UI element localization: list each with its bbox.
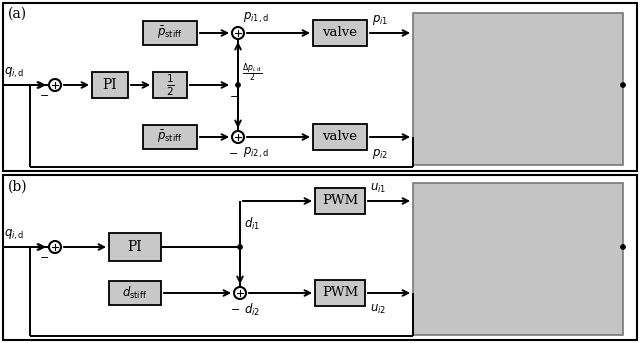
Text: $p_{i2,\mathrm{d}}$: $p_{i2,\mathrm{d}}$	[243, 146, 269, 160]
Text: $\frac{1}{2}$: $\frac{1}{2}$	[166, 72, 174, 98]
Text: $d_{i1}$: $d_{i1}$	[244, 216, 260, 232]
Bar	[315, 188, 365, 214]
Text: PI: PI	[128, 240, 142, 254]
Text: $-$: $-$	[39, 251, 49, 261]
Text: valve: valve	[323, 130, 358, 143]
Text: PI: PI	[102, 78, 117, 92]
Text: $\bar{p}_{\mathrm{stiff}}$: $\bar{p}_{\mathrm{stiff}}$	[157, 25, 182, 41]
Text: $-$: $-$	[229, 90, 239, 100]
Bar	[3, 175, 637, 340]
Text: $\frac{\Delta p_{i,\mathrm{d}}}{2}$: $\frac{\Delta p_{i,\mathrm{d}}}{2}$	[242, 61, 262, 85]
Text: $q_{i,\mathrm{d}}$: $q_{i,\mathrm{d}}$	[4, 228, 24, 242]
Circle shape	[232, 131, 244, 143]
Circle shape	[621, 245, 625, 249]
Bar	[143, 21, 197, 45]
Text: $d_{\mathrm{stiff}}$: $d_{\mathrm{stiff}}$	[122, 285, 148, 301]
Text: $u_{i2}$: $u_{i2}$	[370, 303, 386, 316]
Bar	[153, 72, 187, 98]
Bar	[3, 3, 637, 171]
Text: $p_{i2}$: $p_{i2}$	[372, 147, 388, 161]
Circle shape	[232, 27, 244, 39]
Text: $q_{i,\mathrm{d}}$: $q_{i,\mathrm{d}}$	[4, 66, 24, 80]
Text: PWM: PWM	[322, 286, 358, 299]
Circle shape	[49, 241, 61, 253]
Bar	[313, 20, 367, 46]
Text: $p_{i1}$: $p_{i1}$	[372, 13, 388, 27]
Text: $-$: $-$	[39, 89, 49, 99]
Circle shape	[234, 287, 246, 299]
Text: $-$: $-$	[230, 303, 240, 313]
Text: $p_{i1,\mathrm{d}}$: $p_{i1,\mathrm{d}}$	[243, 11, 269, 25]
Text: valve: valve	[323, 26, 358, 39]
Bar	[413, 183, 623, 335]
Text: (a): (a)	[8, 7, 27, 21]
Bar	[92, 72, 128, 98]
Bar	[109, 281, 161, 305]
Bar	[413, 13, 623, 165]
Bar	[109, 233, 161, 261]
Circle shape	[621, 83, 625, 87]
Text: (b): (b)	[8, 180, 28, 194]
Circle shape	[237, 245, 243, 249]
Text: $\bar{p}_{\mathrm{stiff}}$: $\bar{p}_{\mathrm{stiff}}$	[157, 129, 182, 145]
Text: $-$: $-$	[228, 147, 238, 157]
Circle shape	[49, 79, 61, 91]
Circle shape	[236, 83, 241, 87]
Text: $d_{i2}$: $d_{i2}$	[244, 302, 260, 318]
Text: PWM: PWM	[322, 194, 358, 208]
Bar	[143, 125, 197, 149]
Text: $u_{i1}$: $u_{i1}$	[370, 182, 386, 195]
Bar	[313, 124, 367, 150]
Bar	[315, 280, 365, 306]
